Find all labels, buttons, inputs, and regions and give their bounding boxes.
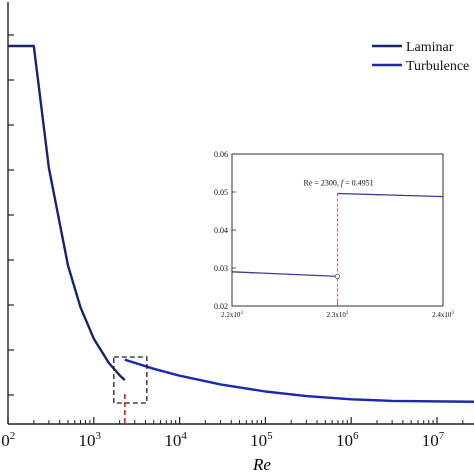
legend-label-turbulence: Turbulence xyxy=(406,59,469,74)
x-tick-label-2: 104 xyxy=(164,430,187,450)
inset-y-tick-label-0: 0.02 xyxy=(214,302,228,311)
series-turbulence xyxy=(124,358,474,403)
inset-y-tick-label-1: 0.03 xyxy=(214,264,228,273)
x-tick-label-0: 102 xyxy=(0,430,15,450)
inset-y-tick-label-2: 0.04 xyxy=(214,226,228,235)
legend: Laminar Turbulence xyxy=(372,40,469,74)
inset-y-tick-label-3: 0.05 xyxy=(214,188,228,197)
inset-transition-marker xyxy=(334,273,341,279)
main-ticks: 102 103 104 105 106 107 xyxy=(0,34,464,450)
legend-label-laminar: Laminar xyxy=(406,40,454,55)
zoom-box xyxy=(113,356,148,404)
x-tick-label-1: 103 xyxy=(79,430,102,450)
inset-series-turbulence xyxy=(337,192,444,198)
inset-y-tick-label-4: 0.06 xyxy=(214,150,228,159)
inset-x-tick-label-2: 2.4x103 xyxy=(432,311,454,319)
inset-x-tick-label-1: 2.3x103 xyxy=(327,311,349,319)
x-axis-label: Re xyxy=(252,455,271,474)
x-tick-label-3: 105 xyxy=(250,430,273,450)
series-laminar xyxy=(8,44,126,381)
x-tick-label-4: 106 xyxy=(336,430,359,450)
inset-chart: 0.02 0.03 0.04 0.05 0.06 2.2x103 2.3x103 2.4x10… xyxy=(214,150,454,319)
inset-x-tick-label-0: 2.2x103 xyxy=(221,311,243,319)
x-tick-label-5: 107 xyxy=(422,430,445,450)
main-annotations xyxy=(113,356,148,424)
inset-series-laminar xyxy=(231,271,338,278)
main-series xyxy=(8,44,474,403)
inset-annotation: Re = 2300, f = 0.4951 xyxy=(304,179,374,188)
